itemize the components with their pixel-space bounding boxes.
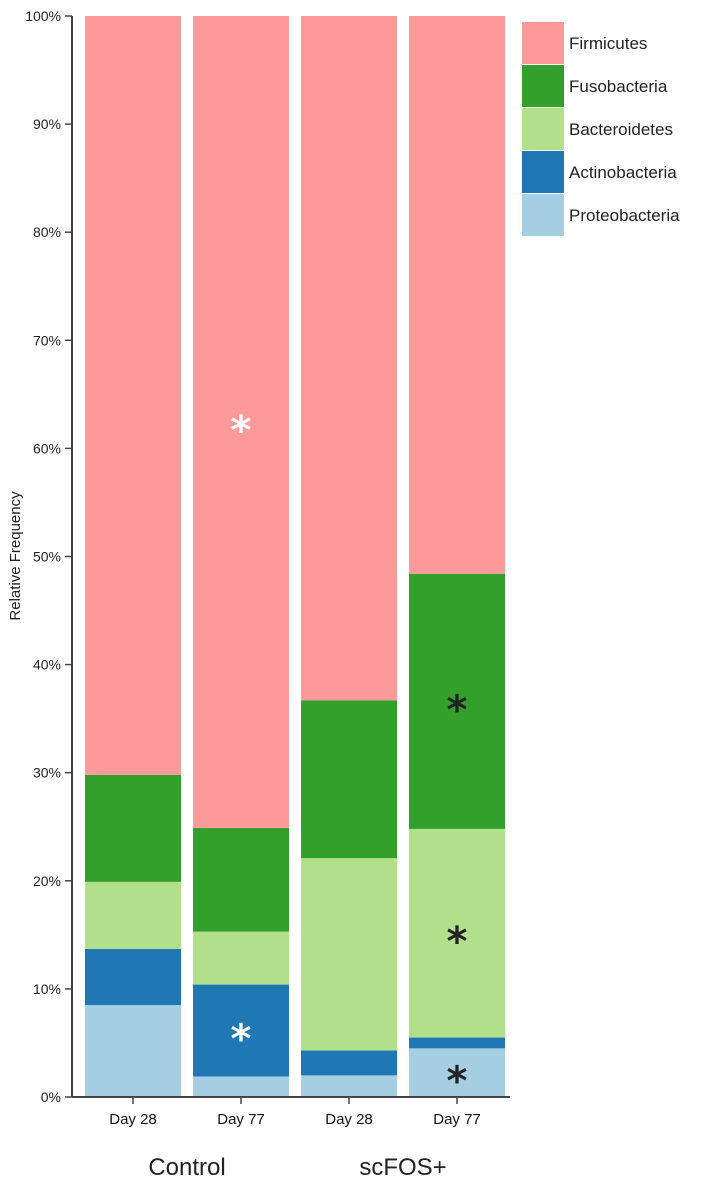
legend: Firmicutes Fusobacteria Bacteroidetes Actin… xyxy=(522,22,680,236)
y-tick-label: 30% xyxy=(33,765,61,781)
y-tick-label: 0% xyxy=(41,1089,61,1105)
legend-swatch-fusobacteria xyxy=(522,65,564,107)
x-tick-label: Day 77 xyxy=(433,1111,481,1128)
bar-segment-proteobacteria xyxy=(301,1075,397,1097)
bar-segment-proteobacteria xyxy=(85,1005,181,1097)
bar-segment-bacteroidetes xyxy=(193,931,289,985)
significance-marker: * xyxy=(231,408,252,454)
y-tick-label: 50% xyxy=(33,549,61,565)
significance-marker: * xyxy=(447,919,468,965)
y-tick-label: 20% xyxy=(33,873,61,889)
bar-segment-proteobacteria xyxy=(409,1048,505,1097)
bar-segment-fusobacteria xyxy=(85,774,181,882)
bar-segment-firmicutes xyxy=(193,16,289,828)
legend-swatch-bacteroidetes xyxy=(522,108,564,150)
legend-label: Fusobacteria xyxy=(569,77,668,96)
group-label: scFOS+ xyxy=(359,1154,446,1181)
legend-swatch-actinobacteria xyxy=(522,151,564,193)
significance-marker: * xyxy=(231,1017,252,1063)
y-tick-label: 10% xyxy=(33,981,61,997)
bar-segment-actinobacteria xyxy=(85,948,181,1006)
y-tick-label: 70% xyxy=(33,332,61,348)
legend-label: Firmicutes xyxy=(569,34,647,53)
y-tick-label: 100% xyxy=(25,8,61,24)
legend-swatch-firmicutes xyxy=(522,22,564,64)
x-tick-label: Day 77 xyxy=(217,1111,265,1128)
bar-segment-firmicutes xyxy=(301,16,397,701)
bar-segment-bacteroidetes xyxy=(409,828,505,1038)
y-axis-title: Relative Frequency xyxy=(7,491,24,621)
bar-segment-actinobacteria xyxy=(193,984,289,1077)
bar-segment-firmicutes xyxy=(409,16,505,574)
group-label: Control xyxy=(148,1154,225,1181)
significance-marker: * xyxy=(447,687,468,733)
bar-segment-firmicutes xyxy=(85,16,181,775)
legend-label: Bacteroidetes xyxy=(569,120,673,139)
y-tick-label: 90% xyxy=(33,116,61,132)
bar-segment-proteobacteria xyxy=(193,1076,289,1097)
bar-segment-bacteroidetes xyxy=(85,881,181,949)
bar-segment-bacteroidetes xyxy=(301,858,397,1051)
annotations-layer: * * * * * xyxy=(231,408,468,1105)
group-labels: Control scFOS+ xyxy=(148,1154,446,1181)
bars-layer xyxy=(85,16,505,1097)
bar-segment-fusobacteria xyxy=(409,573,505,829)
legend-label: Actinobacteria xyxy=(569,163,677,182)
significance-marker: * xyxy=(447,1059,468,1105)
y-axis: 0% 10% 20% 30% 40% 50% 60% 70% 80% 90% 100% xyxy=(25,8,73,1105)
legend-swatch-proteobacteria xyxy=(522,194,564,236)
bar-segment-fusobacteria xyxy=(301,700,397,859)
y-tick-label: 40% xyxy=(33,657,61,673)
bar-segment-actinobacteria xyxy=(409,1037,505,1049)
x-axis: Day 28 Day 77 Day 28 Day 77 xyxy=(72,1096,510,1128)
y-tick-label: 80% xyxy=(33,224,61,240)
bar-segment-fusobacteria xyxy=(193,827,289,932)
bar-segment-actinobacteria xyxy=(301,1050,397,1076)
legend-label: Proteobacteria xyxy=(569,206,680,225)
x-tick-label: Day 28 xyxy=(325,1111,373,1128)
y-tick-label: 60% xyxy=(33,440,61,456)
x-tick-label: Day 28 xyxy=(109,1111,157,1128)
